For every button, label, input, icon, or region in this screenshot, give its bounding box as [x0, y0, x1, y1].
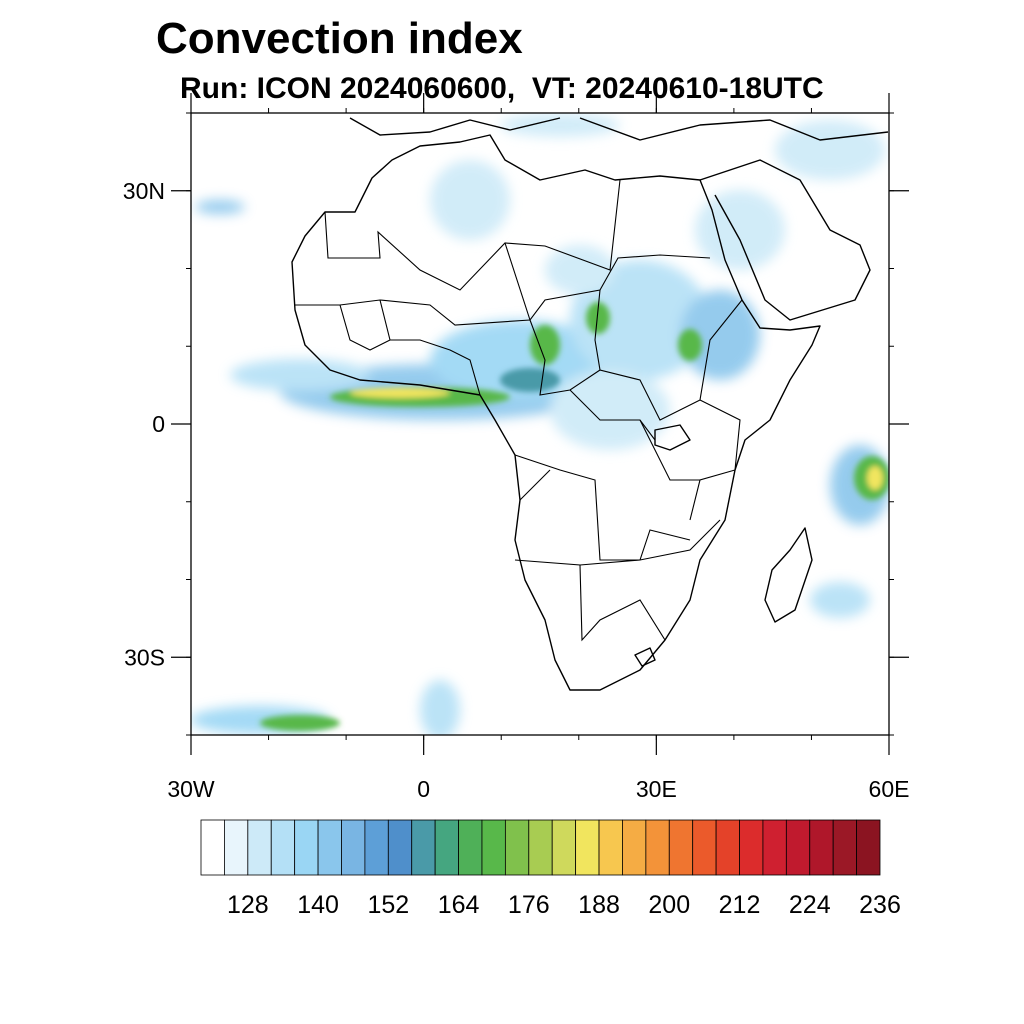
colorbar-swatch — [809, 819, 834, 876]
colorbar-swatch — [317, 819, 342, 876]
colorbar-swatch — [341, 819, 366, 876]
colorbar-swatch — [575, 819, 600, 876]
colorbar-swatch — [200, 819, 225, 876]
colorbar-swatch — [411, 819, 436, 876]
colorbar-swatch — [762, 819, 787, 876]
colorbar-swatch — [458, 819, 483, 876]
colorbar-swatch — [294, 819, 319, 876]
colorbar-swatch — [434, 819, 459, 876]
colorbar-swatch — [481, 819, 506, 876]
colorbar-tick-label: 236 — [859, 891, 901, 919]
country-borders — [295, 179, 743, 642]
colorbar: 128 140 152 164 176 188 200 212 224 236 — [200, 819, 901, 919]
colorbar-tick-label: 128 — [227, 891, 269, 919]
colorbar-swatch — [668, 819, 694, 876]
map-frame — [190, 112, 890, 736]
colorbar-tick-label: 200 — [648, 891, 690, 919]
colorbar-swatch — [551, 819, 577, 876]
colorbar-swatch — [832, 819, 857, 876]
colorbar-swatch — [739, 819, 764, 876]
lat-tick-label: 30N — [123, 178, 165, 204]
colorbar-swatch — [247, 819, 272, 876]
colorbar-tick-label: 212 — [719, 891, 761, 919]
colorbar-swatch — [387, 819, 413, 876]
convection-field — [191, 113, 889, 735]
colorbar-swatch — [528, 819, 553, 876]
colorbar-swatch — [598, 819, 623, 876]
colorbar-swatch — [270, 819, 296, 876]
lon-tick-label: 30W — [167, 776, 215, 802]
colorbar-tick-label: 152 — [367, 891, 409, 919]
lon-tick-label: 30E — [636, 776, 677, 802]
map-title: Convection index — [156, 14, 523, 63]
colorbar-tick-label: 164 — [438, 891, 480, 919]
colorbar-tick-label: 140 — [297, 891, 339, 919]
colorbar-swatch — [856, 819, 881, 876]
colorbar-tick-label: 224 — [789, 891, 831, 919]
colorbar-swatch — [715, 819, 740, 876]
colorbar-swatch — [622, 819, 647, 876]
colorbar-tick-label: 188 — [578, 891, 620, 919]
lat-tick-label: 0 — [152, 411, 165, 437]
colorbar-swatch — [504, 819, 530, 876]
lon-tick-label: 60E — [869, 776, 910, 802]
colorbar-swatch — [364, 819, 389, 876]
colorbar-swatch — [785, 819, 811, 876]
colorbar-swatch — [692, 819, 717, 876]
lat-tick-label: 30S — [124, 644, 165, 670]
coastlines — [291, 117, 889, 691]
colorbar-swatch — [224, 819, 249, 876]
axis-ticks: 30N 0 30S 30W 0 30E 60E — [123, 93, 910, 802]
colorbar-tick-label: 176 — [508, 891, 550, 919]
lon-tick-label: 0 — [417, 776, 430, 802]
map-subtitle: Run: ICON 2024060600, VT: 20240610-18UTC — [180, 72, 824, 105]
colorbar-swatch — [645, 819, 670, 876]
